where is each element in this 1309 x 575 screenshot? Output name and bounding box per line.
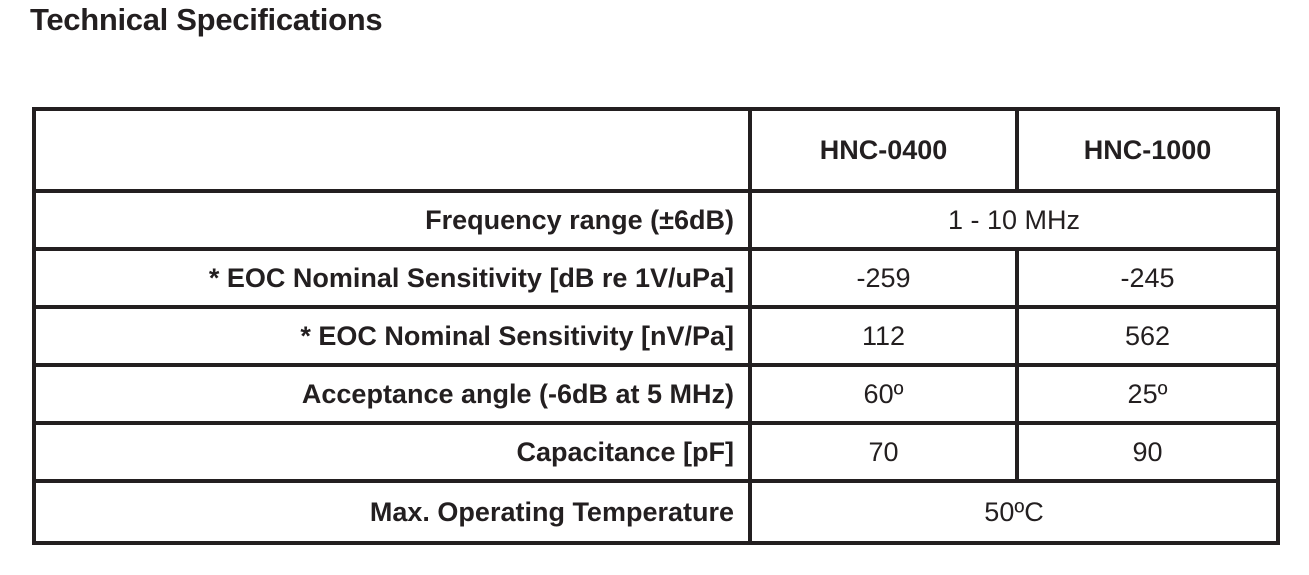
row-value-merged: 50ºC: [748, 479, 1280, 545]
technical-specifications-table: HNC-0400 HNC-1000 Frequency range (±6dB)…: [32, 107, 1280, 545]
header-column-hnc-0400: HNC-0400: [748, 107, 1019, 193]
row-value-hnc-1000: -245: [1015, 247, 1280, 309]
row-value-hnc-0400: 112: [748, 305, 1019, 367]
row-value-hnc-1000: 562: [1015, 305, 1280, 367]
page-title: Technical Specifications: [30, 2, 383, 37]
header-empty-cell: [32, 107, 752, 193]
row-label: * EOC Nominal Sensitivity [nV/Pa]: [32, 305, 752, 367]
row-value-hnc-0400: 70: [748, 421, 1019, 483]
row-value-hnc-1000: 90: [1015, 421, 1280, 483]
row-label: * EOC Nominal Sensitivity [dB re 1V/uPa]: [32, 247, 752, 309]
table-row-frequency-range: Frequency range (±6dB) 1 - 10 MHz: [32, 189, 1280, 251]
row-value-merged: 1 - 10 MHz: [748, 189, 1280, 251]
row-value-hnc-1000: 25º: [1015, 363, 1280, 425]
row-value-hnc-0400: -259: [748, 247, 1019, 309]
table-row-eoc-sensitivity-nv: * EOC Nominal Sensitivity [nV/Pa] 112 56…: [32, 305, 1280, 367]
row-label: Capacitance [pF]: [32, 421, 752, 483]
table-header-row: HNC-0400 HNC-1000: [32, 107, 1280, 193]
table-row-max-operating-temperature: Max. Operating Temperature 50ºC: [32, 479, 1280, 545]
table-row-acceptance-angle: Acceptance angle (-6dB at 5 MHz) 60º 25º: [32, 363, 1280, 425]
row-label: Max. Operating Temperature: [32, 479, 752, 545]
row-label: Acceptance angle (-6dB at 5 MHz): [32, 363, 752, 425]
row-value-hnc-0400: 60º: [748, 363, 1019, 425]
table-row-eoc-sensitivity-db: * EOC Nominal Sensitivity [dB re 1V/uPa]…: [32, 247, 1280, 309]
table-row-capacitance: Capacitance [pF] 70 90: [32, 421, 1280, 483]
header-column-hnc-1000: HNC-1000: [1015, 107, 1280, 193]
row-label: Frequency range (±6dB): [32, 189, 752, 251]
